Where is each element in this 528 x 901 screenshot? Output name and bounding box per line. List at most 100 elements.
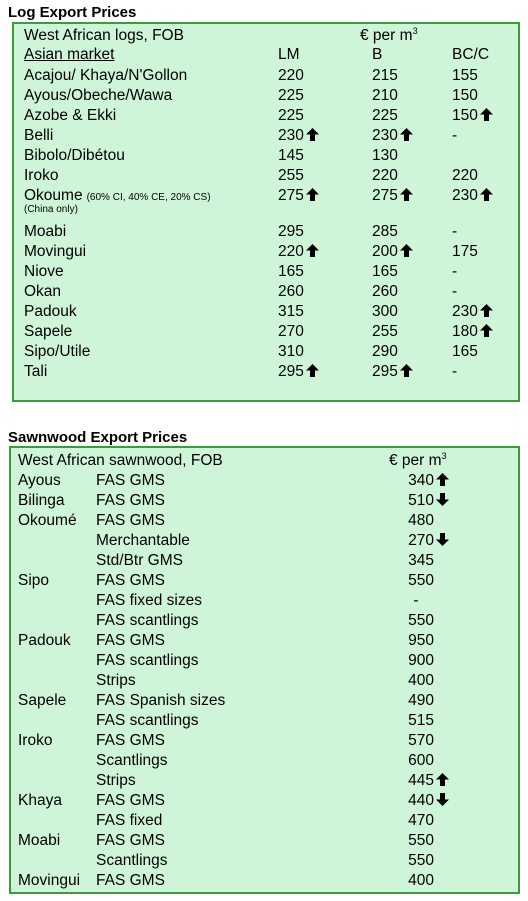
species-name: Padouk [18, 632, 71, 649]
price-b: 290 [372, 343, 398, 360]
arrow-up-icon [399, 364, 413, 377]
grade-name: Strips [96, 772, 136, 789]
species-name: Movingui [18, 872, 81, 889]
price-lm: 165 [278, 263, 304, 280]
log-row: Sipo/Utile 310 290 165 [14, 342, 518, 362]
price-b: 255 [372, 323, 398, 340]
price-lm: 255 [278, 167, 304, 184]
price-bc: - [452, 263, 458, 280]
grade-name: Scantlings [96, 852, 168, 869]
price-bc: 220 [452, 167, 478, 184]
arrow-down-icon [436, 493, 449, 506]
price-value: 480 [408, 512, 434, 529]
log-row: Azobe & Ekki 225 225 150 [14, 106, 518, 126]
price-value: 570 [408, 732, 434, 749]
sawn-row: Merchantable 270 [11, 531, 518, 551]
price-b: 200 [372, 242, 413, 262]
log-row: Acajou/ Khaya/N'Gollon 220 215 155 [14, 66, 518, 86]
species-name: Belli [24, 127, 54, 144]
grade-name: FAS GMS [96, 472, 165, 489]
price-lm: 270 [278, 323, 304, 340]
sawn-row: FAS fixed 470 [11, 811, 518, 831]
price-value: 440 [383, 791, 449, 811]
log-row: Okan 260 260 - [14, 282, 518, 302]
price-bc: - [452, 363, 458, 380]
log-section-title: Log Export Prices [8, 4, 137, 21]
price-b: 210 [372, 87, 398, 104]
arrow-up-icon [399, 128, 413, 141]
price-value: - [413, 592, 419, 609]
log-row: Okoume (60% CI, 40% CE, 20% CS) (China onl… [14, 186, 518, 215]
log-row: Ayous/Obeche/Wawa 225 210 150 [14, 86, 518, 106]
grade-name: FAS GMS [96, 792, 165, 809]
sawn-row: Padouk FAS GMS 950 [11, 631, 518, 651]
price-value: 445 [383, 771, 449, 791]
grade-name: FAS GMS [96, 732, 165, 749]
species-note-secondary: (China only) [24, 204, 78, 215]
species-name: Okoumé [18, 512, 77, 529]
price-value: 550 [408, 852, 434, 869]
price-b: 165 [372, 263, 398, 280]
arrow-up-icon [399, 244, 413, 257]
price-value: 550 [408, 832, 434, 849]
col-lm-header: LM [278, 46, 300, 63]
price-bc: - [452, 283, 458, 300]
grade-name: FAS GMS [96, 512, 165, 529]
sawn-row: Scantlings 550 [11, 851, 518, 871]
species-name: Moabi [18, 832, 61, 849]
species-name: Okan [24, 283, 62, 300]
arrow-up-icon [436, 773, 449, 786]
log-row: Sapele 270 255 180 [14, 322, 518, 342]
grade-name: FAS GMS [96, 832, 165, 849]
sawn-row: Okoumé FAS GMS 480 [11, 511, 518, 531]
species-name: Bibolo/Dibétou [24, 147, 125, 164]
grade-name: FAS fixed [96, 812, 163, 829]
price-value: 510 [383, 491, 449, 511]
sawn-header-label: West African sawnwood, FOB [18, 452, 223, 469]
sawnwood-price-table: West African sawnwood, FOB € per m3 Ayou… [9, 446, 520, 894]
price-bc: 150 [452, 87, 478, 104]
sawn-row: Sapele FAS Spanish sizes 490 [11, 691, 518, 711]
sawn-header-row: West African sawnwood, FOB € per m3 [11, 451, 518, 471]
arrow-down-icon [436, 533, 449, 546]
sawn-row: Sipo FAS GMS 550 [11, 571, 518, 591]
price-bc: 230 [452, 302, 493, 322]
price-value: 515 [408, 712, 434, 729]
log-row: Niove 165 165 - [14, 262, 518, 282]
log-price-table: West African logs, FOB € per m3 Asian ma… [12, 22, 520, 402]
price-bc: 165 [452, 343, 478, 360]
species-name: Azobe & Ekki [24, 107, 117, 124]
arrow-up-icon [305, 364, 319, 377]
sawn-row: Std/Btr GMS 345 [11, 551, 518, 571]
sawn-row: Scantlings 600 [11, 751, 518, 771]
species-note: (60% CI, 40% CE, 20% CS) [86, 192, 211, 203]
sawn-row: Strips 445 [11, 771, 518, 791]
grade-name: FAS GMS [96, 572, 165, 589]
species-name: Iroko [24, 167, 59, 184]
sawn-row: FAS scantlings 900 [11, 651, 518, 671]
price-value: 600 [408, 752, 434, 769]
price-lm: 275 [278, 186, 319, 206]
price-bc: 180 [452, 322, 493, 342]
price-lm: 230 [278, 126, 319, 146]
arrow-up-icon [479, 304, 493, 317]
sawn-unit-label: € per m3 [389, 450, 447, 469]
sawn-row: FAS fixed sizes - [11, 591, 518, 611]
grade-name: FAS GMS [96, 632, 165, 649]
price-b: 215 [372, 67, 398, 84]
arrow-up-icon [305, 128, 319, 141]
species-name: Moabi [24, 223, 67, 240]
sawn-row: Moabi FAS GMS 550 [11, 831, 518, 851]
price-lm: 220 [278, 67, 304, 84]
species-name: Iroko [18, 732, 53, 749]
price-lm: 225 [278, 87, 304, 104]
price-bc: 175 [452, 243, 478, 260]
price-lm: 295 [278, 362, 319, 382]
arrow-up-icon [479, 324, 493, 337]
arrow-up-icon [479, 108, 493, 121]
price-lm: 225 [278, 107, 304, 124]
grade-name: FAS scantlings [96, 652, 199, 669]
price-b: 295 [372, 362, 413, 382]
price-value: 950 [408, 632, 434, 649]
price-bc: - [452, 127, 458, 144]
